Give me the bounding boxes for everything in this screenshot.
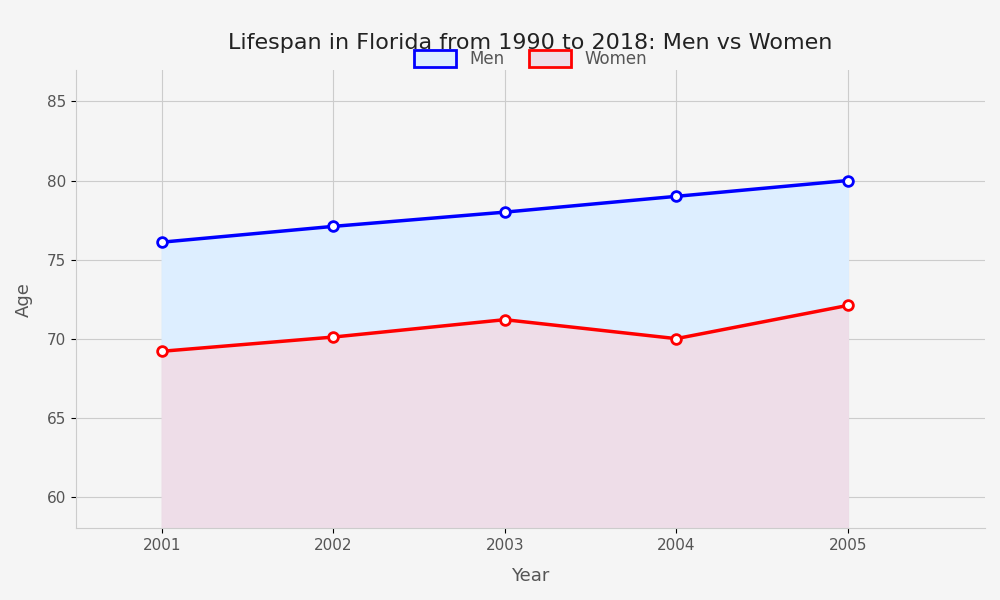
Title: Lifespan in Florida from 1990 to 2018: Men vs Women: Lifespan in Florida from 1990 to 2018: M… bbox=[228, 33, 833, 53]
X-axis label: Year: Year bbox=[511, 567, 550, 585]
Legend: Men, Women: Men, Women bbox=[406, 41, 655, 76]
Y-axis label: Age: Age bbox=[15, 281, 33, 317]
